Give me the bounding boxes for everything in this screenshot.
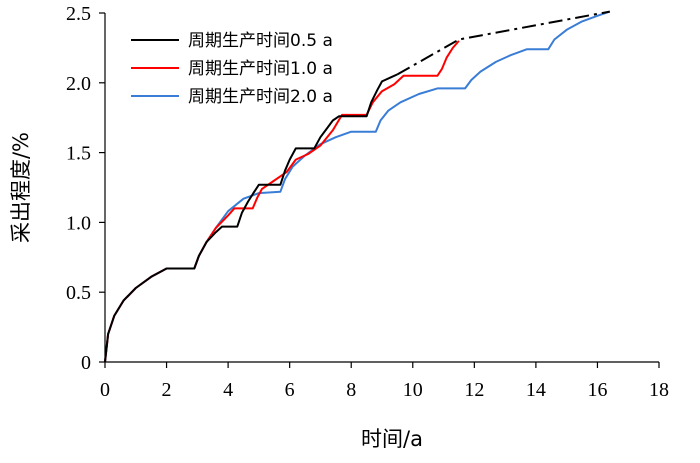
axes — [104, 13, 659, 363]
y-tick-label: 1.0 — [66, 212, 91, 234]
x-tick-label: 8 — [346, 379, 356, 401]
x-tick-label: 0 — [100, 379, 110, 401]
y-axis-title: 采出程度/% — [9, 132, 33, 243]
x-tick-label: 4 — [223, 379, 233, 401]
x-tick-label: 16 — [587, 379, 607, 401]
y-tick-label: 0 — [81, 352, 91, 374]
series-extrapolation-0 — [396, 10, 610, 76]
y-tick-label: 2.0 — [66, 73, 91, 95]
x-tick-label: 12 — [464, 379, 484, 401]
x-axis-title: 时间/a — [361, 427, 423, 451]
series-line-2 — [104, 10, 611, 363]
x-tick-label: 6 — [285, 379, 295, 401]
legend-label-1: 周期生产时间1.0 a — [188, 59, 333, 79]
plot-curves — [104, 10, 611, 363]
x-tick-label: 14 — [526, 379, 546, 401]
y-tick-label: 2.5 — [66, 3, 91, 25]
x-tick-label: 18 — [649, 379, 669, 401]
x-tick-label: 10 — [403, 379, 423, 401]
y-tick-label: 0.5 — [66, 282, 91, 304]
x-axis-ticks: 0 2 4 6 8 10 12 14 16 18 — [100, 362, 669, 401]
legend-label-0: 周期生产时间0.5 a — [188, 31, 333, 51]
series-line-0 — [104, 73, 398, 363]
x-tick-label: 2 — [162, 379, 172, 401]
y-axis-ticks: 0 0.5 1.0 1.5 2.0 2.5 — [66, 3, 105, 374]
legend-label-2: 周期生产时间2.0 a — [188, 87, 333, 107]
legend: 周期生产时间0.5 a 周期生产时间1.0 a 周期生产时间2.0 a — [131, 31, 333, 107]
y-tick-label: 1.5 — [66, 143, 91, 165]
